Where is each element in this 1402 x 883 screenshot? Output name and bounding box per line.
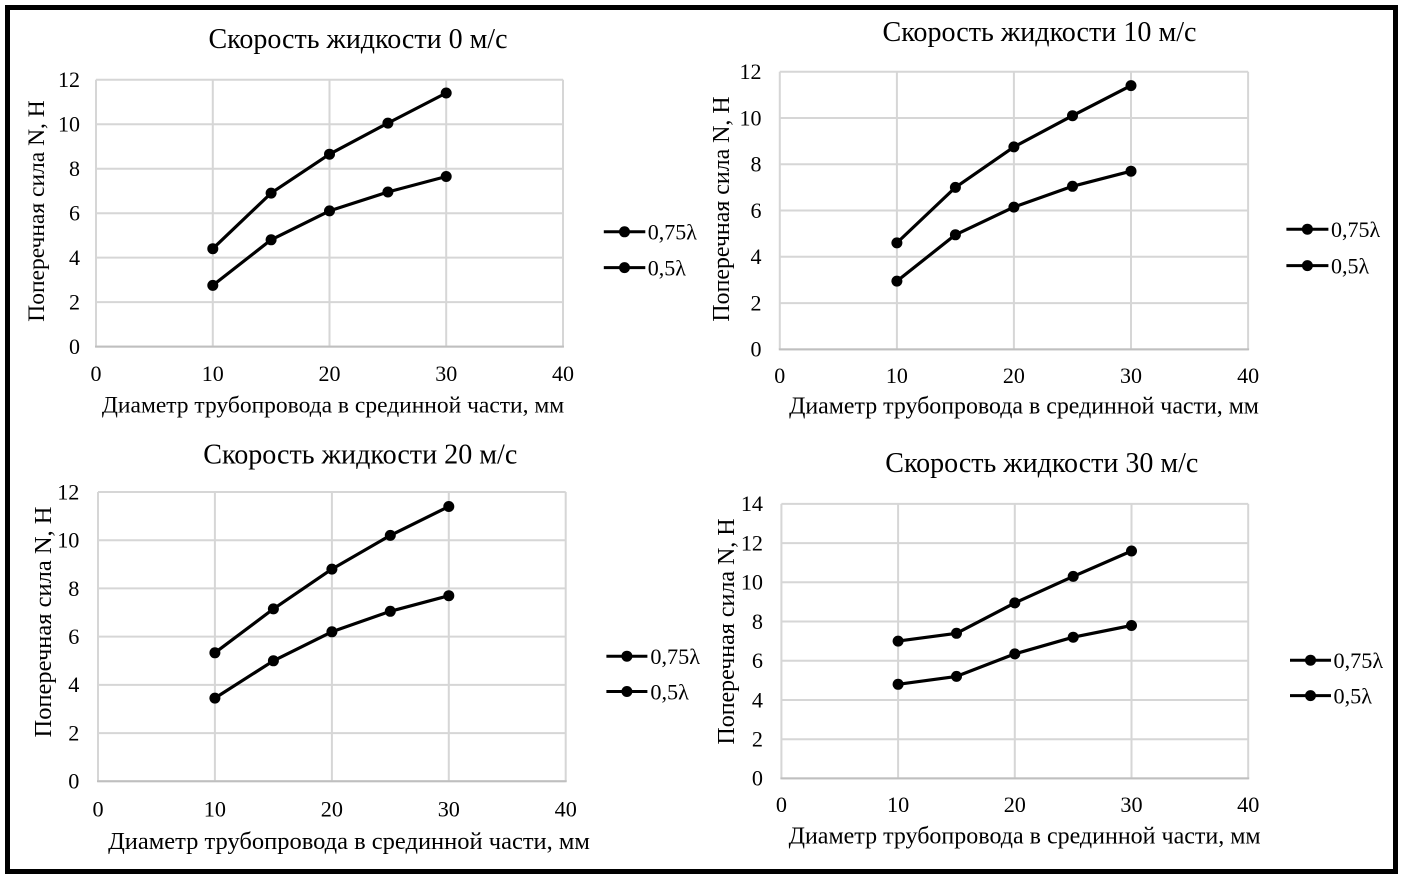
svg-text:8: 8 bbox=[69, 156, 80, 181]
svg-text:6: 6 bbox=[751, 198, 762, 223]
svg-text:4: 4 bbox=[752, 687, 763, 712]
svg-text:40: 40 bbox=[552, 361, 574, 386]
svg-text:12: 12 bbox=[58, 67, 80, 92]
svg-text:4: 4 bbox=[751, 244, 762, 269]
svg-text:10: 10 bbox=[204, 796, 226, 821]
svg-text:0: 0 bbox=[69, 334, 80, 359]
svg-text:Скорость жидкости 20 м/с: Скорость жидкости 20 м/с bbox=[203, 439, 517, 470]
svg-text:40: 40 bbox=[1237, 363, 1259, 388]
svg-text:10: 10 bbox=[887, 792, 909, 817]
svg-text:10: 10 bbox=[741, 570, 763, 595]
svg-text:Поперечная сила N, Н: Поперечная сила N, Н bbox=[709, 96, 735, 321]
svg-text:0: 0 bbox=[776, 792, 787, 817]
svg-text:0,75λ: 0,75λ bbox=[1334, 648, 1384, 673]
svg-text:Поперечная сила N, Н: Поперечная сила N, Н bbox=[714, 518, 740, 744]
svg-text:20: 20 bbox=[1004, 792, 1026, 817]
svg-text:0: 0 bbox=[752, 766, 763, 791]
svg-text:8: 8 bbox=[752, 609, 763, 634]
svg-text:0,5λ: 0,5λ bbox=[1334, 683, 1373, 708]
svg-text:0,75λ: 0,75λ bbox=[648, 220, 698, 245]
svg-text:40: 40 bbox=[1237, 792, 1259, 817]
svg-text:8: 8 bbox=[751, 152, 762, 177]
svg-text:10: 10 bbox=[740, 105, 762, 130]
svg-text:4: 4 bbox=[69, 245, 80, 270]
svg-text:14: 14 bbox=[741, 491, 763, 516]
svg-text:30: 30 bbox=[435, 361, 457, 386]
svg-text:0: 0 bbox=[91, 361, 102, 386]
svg-text:2: 2 bbox=[751, 290, 762, 315]
svg-text:0,75λ: 0,75λ bbox=[650, 644, 700, 669]
svg-text:0,5λ: 0,5λ bbox=[650, 679, 689, 704]
svg-text:0,5λ: 0,5λ bbox=[1331, 253, 1370, 278]
svg-text:0,5λ: 0,5λ bbox=[648, 255, 687, 280]
svg-text:0: 0 bbox=[751, 337, 762, 362]
svg-text:40: 40 bbox=[555, 796, 577, 821]
svg-text:10: 10 bbox=[57, 528, 79, 553]
svg-text:6: 6 bbox=[752, 648, 763, 673]
svg-text:30: 30 bbox=[1120, 792, 1142, 817]
svg-text:0,75λ: 0,75λ bbox=[1331, 217, 1381, 242]
svg-text:Поперечная сила N, Н: Поперечная сила N, Н bbox=[24, 100, 50, 322]
svg-text:30: 30 bbox=[1120, 363, 1142, 388]
svg-text:12: 12 bbox=[740, 59, 762, 84]
svg-text:0: 0 bbox=[774, 363, 785, 388]
svg-text:Диаметр трубопровода в срединн: Диаметр трубопровода в срединной части, … bbox=[108, 828, 590, 855]
svg-text:8: 8 bbox=[68, 576, 79, 601]
svg-text:30: 30 bbox=[438, 796, 460, 821]
svg-text:2: 2 bbox=[69, 289, 80, 314]
svg-text:12: 12 bbox=[57, 479, 79, 504]
svg-text:2: 2 bbox=[752, 727, 763, 752]
svg-text:Скорость жидкости 30 м/с: Скорость жидкости 30 м/с bbox=[885, 448, 1198, 479]
svg-text:20: 20 bbox=[1003, 363, 1025, 388]
svg-text:Скорость жидкости 10 м/с: Скорость жидкости 10 м/с bbox=[882, 17, 1196, 48]
svg-text:Диаметр трубопровода в срединн: Диаметр трубопровода в срединной части, … bbox=[789, 393, 1259, 419]
svg-text:20: 20 bbox=[321, 796, 343, 821]
svg-text:Диаметр трубопровода в срединн: Диаметр трубопровода в срединной части, … bbox=[789, 824, 1261, 850]
svg-text:Поперечная сила N, Н: Поперечная сила N, Н bbox=[30, 507, 57, 738]
svg-text:10: 10 bbox=[58, 112, 80, 137]
svg-text:2: 2 bbox=[68, 720, 79, 745]
svg-text:0: 0 bbox=[92, 796, 103, 821]
svg-text:Диаметр трубопровода в срединн: Диаметр трубопровода в срединной части, … bbox=[102, 393, 564, 419]
svg-text:Скорость жидкости 0 м/с: Скорость жидкости 0 м/с bbox=[208, 24, 507, 55]
svg-text:12: 12 bbox=[741, 531, 763, 556]
svg-text:6: 6 bbox=[68, 624, 79, 649]
svg-text:20: 20 bbox=[319, 361, 341, 386]
svg-text:10: 10 bbox=[202, 361, 224, 386]
svg-text:10: 10 bbox=[886, 363, 908, 388]
svg-text:0: 0 bbox=[68, 769, 79, 794]
svg-text:4: 4 bbox=[68, 672, 79, 697]
svg-text:6: 6 bbox=[69, 200, 80, 225]
